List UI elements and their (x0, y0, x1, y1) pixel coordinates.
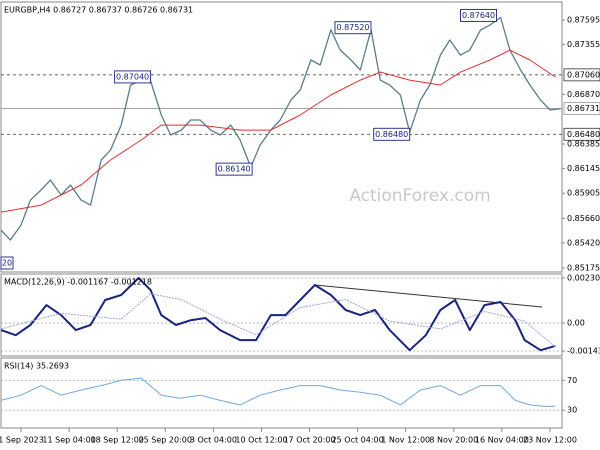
y-tick-label: 0.002308 (567, 274, 600, 283)
x-tick-label: 3 Oct 04:00 (190, 436, 237, 445)
x-tick-label: 23 Nov 12:00 (523, 436, 577, 445)
x-tick-label: 16 Nov 04:00 (475, 436, 529, 445)
rsi-panel (0, 357, 563, 429)
annotation-label: 0.87640 (462, 11, 495, 20)
y-tick-label: 0.87355 (567, 40, 600, 49)
y-tick-label: 0.85905 (567, 189, 600, 198)
annotation-label: 0.86480 (375, 130, 408, 139)
annotation-label: 20 (2, 259, 12, 268)
level-label: 0.86480 (567, 130, 600, 139)
y-tick-label: 0.87595 (567, 16, 600, 25)
series-line (0, 16, 561, 241)
level-label: 0.87060 (567, 70, 600, 79)
macd-trendline (314, 284, 543, 308)
panel-title: EURGBP,H4 0.86727 0.86737 0.86726 0.8673… (4, 6, 193, 15)
current-label: 0.86731 (567, 104, 600, 113)
y-tick-label: 0.85175 (567, 264, 600, 273)
x-tick-label: 25 Oct 04:00 (332, 436, 384, 445)
annotation-label: 0.86140 (218, 165, 251, 174)
x-tick-label: 25 Sep 20:00 (139, 436, 192, 445)
x-tick-label: 11 Sep 04:00 (42, 436, 95, 445)
annotation-box (334, 21, 372, 35)
annotation-label: 0.87040 (116, 72, 149, 81)
series-line (0, 293, 556, 348)
y-tick-label: 0.85420 (567, 238, 600, 247)
y-tick-label: 70 (567, 376, 577, 385)
panel-title: RSI(14) 35.2693 (4, 362, 69, 371)
annotation-label: 0.87520 (336, 23, 369, 32)
panel-title: MACD(12,26,9) -0.001167 -0.001218 (4, 278, 152, 287)
current-box (563, 102, 600, 115)
y-tick-label: 30 (567, 406, 577, 415)
series-line (0, 377, 556, 407)
x-tick-label: 1 Sep 2023 (0, 436, 44, 445)
annotation-box (114, 70, 152, 84)
y-tick-label: 0.85660 (567, 214, 600, 223)
price-panel (0, 1, 563, 273)
series-line (0, 49, 556, 213)
y-tick-label: -0.00143 (567, 347, 600, 356)
annotation-box (0, 256, 14, 270)
y-tick-label: 0.86870 (567, 90, 600, 99)
y-tick-label: 0.00 (567, 319, 585, 328)
level-box (563, 127, 600, 141)
series-line (0, 277, 556, 352)
annotation-box (215, 162, 253, 176)
y-tick-label: 0.86145 (567, 164, 600, 173)
level-box (563, 68, 600, 82)
macd-panel (0, 273, 563, 357)
annotation-box (460, 8, 497, 22)
x-tick-label: 1 Nov 12:00 (381, 436, 430, 445)
x-tick-label: 17 Oct 20:00 (283, 436, 335, 445)
x-tick-label: 8 Nov 20:00 (429, 436, 478, 445)
y-tick-label: 0.86385 (567, 140, 600, 149)
x-tick-label: 10 Oct 12:00 (235, 436, 287, 445)
annotation-box (373, 127, 411, 141)
watermark: ActionForex.com (349, 186, 490, 206)
x-tick-label: 18 Sep 12:00 (91, 436, 144, 445)
